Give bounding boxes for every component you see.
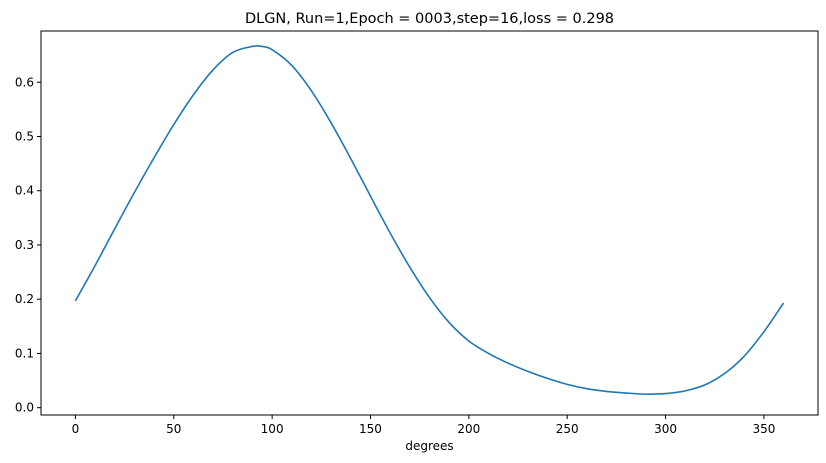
y-tick-label-4: 0.4 — [15, 184, 34, 198]
y-tick-label-1: 0.1 — [15, 346, 34, 360]
x-tick-label-4: 200 — [457, 422, 480, 436]
plot-frame — [40, 30, 819, 416]
series-line-0 — [74, 45, 785, 395]
x-tick-label-7: 350 — [752, 422, 775, 436]
x-tick-label-1: 50 — [166, 422, 181, 436]
y-tick-label-3: 0.3 — [15, 238, 34, 252]
chart-title: DLGN, Run=1,Epoch = 0003,step=16,loss = … — [245, 11, 614, 27]
x-tick-label-6: 300 — [654, 422, 677, 436]
x-axis-label: degrees — [405, 439, 453, 453]
x-tick-label-2: 100 — [261, 422, 284, 436]
y-tick-label-0: 0.0 — [15, 401, 34, 415]
y-tick-label-6: 0.6 — [15, 75, 34, 89]
y-tick-label-5: 0.5 — [15, 129, 34, 143]
x-tick-label-0: 0 — [72, 422, 80, 436]
y-tick-label-2: 0.2 — [15, 292, 34, 306]
x-tick-label-3: 150 — [359, 422, 382, 436]
x-tick-label-5: 250 — [556, 422, 579, 436]
